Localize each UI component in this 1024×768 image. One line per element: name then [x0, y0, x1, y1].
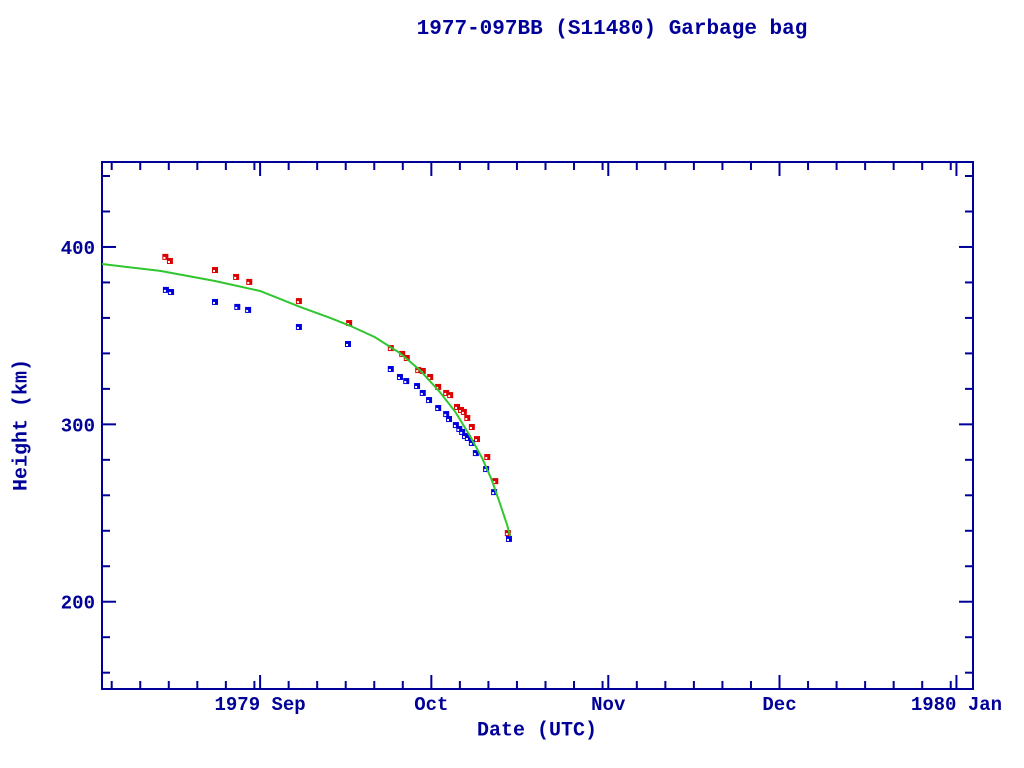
y-tick-label: 300 [61, 415, 95, 437]
data-point-notch [247, 281, 250, 284]
x-tick-label: 1980 Jan [911, 694, 1002, 716]
plot-frame [101, 161, 974, 690]
data-point-notch [469, 442, 472, 445]
data-point-notch [167, 260, 170, 263]
data-point-notch [484, 469, 487, 472]
data-point-notch [346, 343, 349, 346]
data-point-notch [492, 492, 495, 495]
y-tick-label: 200 [61, 593, 95, 615]
data-point-notch [459, 409, 462, 412]
fit-line [101, 263, 512, 537]
data-point-notch [465, 417, 468, 420]
data-point-notch [506, 538, 509, 541]
data-point-notch [461, 411, 464, 414]
data-point-notch [436, 408, 439, 411]
data-point-notch [448, 395, 451, 398]
data-point-notch [397, 376, 400, 379]
data-point-notch [234, 276, 237, 279]
data-point-notch [453, 425, 456, 428]
data-point-notch [246, 309, 249, 312]
x-tick-label: Oct [414, 694, 448, 716]
data-point-notch [163, 289, 166, 292]
data-point-notch [169, 292, 172, 295]
data-point-notch [213, 270, 216, 273]
data-point-notch [415, 386, 418, 389]
data-point-notch [474, 439, 477, 442]
data-point-notch [485, 456, 488, 459]
data-point-notch [388, 348, 391, 351]
data-point-notch [296, 301, 299, 304]
chart-title: 1977-097BB (S11480) Garbage bag [416, 18, 808, 41]
data-point-notch [469, 427, 472, 430]
data-point-notch [444, 414, 447, 417]
data-point-notch [420, 392, 423, 395]
data-point-notch [455, 406, 458, 409]
data-point-notch [235, 306, 238, 309]
data-point-notch [416, 370, 419, 373]
data-point-notch [163, 256, 166, 259]
x-tick-label: 1979 Sep [214, 694, 305, 716]
data-point-notch [388, 369, 391, 372]
data-point-notch [463, 436, 466, 439]
x-axis-label: Date (UTC) [476, 719, 598, 743]
data-point-notch [296, 326, 299, 329]
data-point-notch [465, 438, 468, 441]
data-point-notch [447, 419, 450, 422]
data-point-notch [427, 400, 430, 403]
data-point-notch [505, 533, 508, 536]
data-point-notch [460, 431, 463, 434]
data-point-notch [493, 481, 496, 484]
y-tick-label: 400 [61, 238, 95, 260]
data-point-notch [457, 428, 460, 431]
data-point-notch [428, 376, 431, 379]
x-tick-label: Dec [762, 694, 796, 716]
data-point-notch [473, 453, 476, 456]
data-point-notch [404, 381, 407, 384]
x-tick-label: Nov [591, 694, 626, 716]
data-point-notch [213, 301, 216, 304]
data-point-notch [444, 392, 447, 395]
